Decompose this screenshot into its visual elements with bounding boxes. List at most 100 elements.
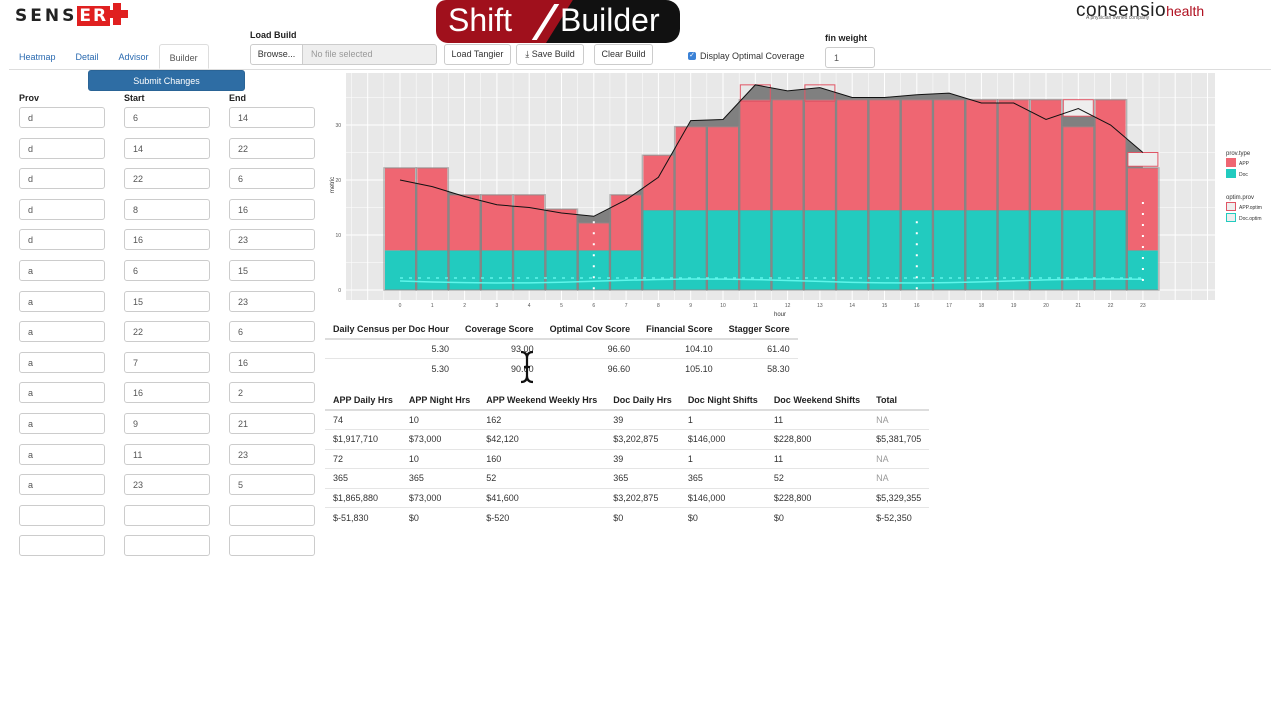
prov-input[interactable]: d [19, 137, 105, 159]
end-input[interactable]: 15 [229, 260, 315, 281]
tab-divider [9, 69, 1271, 70]
tab-heatmap[interactable]: Heatmap [19, 52, 56, 62]
svg-text:19: 19 [1011, 303, 1017, 309]
end-input[interactable] [229, 504, 315, 526]
start-input[interactable]: 9 [124, 413, 210, 434]
start-input[interactable]: 16 [124, 229, 210, 251]
end-input[interactable]: 16 [229, 198, 315, 220]
prov-input[interactable]: a [19, 413, 105, 434]
prov-input[interactable]: d [19, 198, 105, 220]
start-input[interactable]: 7 [124, 351, 210, 373]
end-input[interactable]: 23 [229, 290, 315, 312]
table-cell: 104.10 [638, 338, 721, 359]
table-cell: $5,329,355 [868, 487, 930, 508]
table-cell: 365 [679, 468, 766, 488]
prov-input[interactable]: a [19, 443, 105, 465]
table-cell: $-52,350 [868, 507, 930, 527]
column-header: Optimal Cov Score [541, 320, 639, 340]
column-header: APP Weekend Weekly Hrs [478, 391, 606, 411]
svg-text:optim.prov: optim.prov [1226, 195, 1254, 201]
display-optimal-checkbox[interactable]: ✓ [688, 52, 696, 60]
end-input[interactable]: 23 [229, 443, 315, 465]
table-cell: 10 [400, 448, 479, 469]
text-cursor-icon [520, 350, 534, 384]
save-build-button[interactable]: ⤓ Save Build [516, 44, 584, 65]
tab-detail[interactable]: Detail [75, 52, 99, 62]
svg-text:20: 20 [335, 178, 341, 184]
end-header: End [229, 93, 246, 103]
start-input[interactable]: 15 [124, 290, 210, 312]
table-cell: 96.60 [541, 338, 639, 359]
end-input[interactable] [229, 535, 315, 557]
table-cell: $0 [400, 507, 479, 527]
table-cell: $41,600 [478, 487, 606, 508]
start-input[interactable]: 23 [124, 474, 210, 496]
table-cell: $1,865,880 [325, 487, 401, 508]
svg-text:30: 30 [335, 123, 341, 129]
clear-build-button[interactable]: Clear Build [594, 44, 653, 65]
svg-text:APP: APP [1239, 161, 1250, 167]
svg-text:0: 0 [399, 303, 402, 309]
table-cell: $-51,830 [325, 507, 401, 527]
start-input[interactable]: 11 [124, 443, 210, 465]
svg-text:22: 22 [1108, 303, 1114, 309]
prov-input[interactable]: a [19, 290, 105, 312]
end-input[interactable]: 6 [229, 321, 315, 343]
end-input[interactable]: 21 [229, 413, 315, 434]
start-input[interactable]: 22 [124, 168, 210, 190]
start-input[interactable] [124, 535, 210, 557]
file-name-field[interactable]: No file selected [303, 44, 437, 65]
end-input[interactable]: 23 [229, 229, 315, 251]
end-input[interactable]: 14 [229, 107, 315, 128]
load-tangier-button[interactable]: Load Tangier [444, 44, 511, 65]
svg-text:hour: hour [774, 312, 786, 318]
table-cell: $228,800 [765, 487, 869, 508]
table-cell: 90.60 [457, 358, 542, 378]
table-cell: 39 [605, 409, 680, 430]
file-input[interactable]: Browse... No file selected [250, 44, 437, 65]
prov-input[interactable]: d [19, 229, 105, 251]
end-input[interactable]: 22 [229, 137, 315, 159]
table-cell: NA [868, 409, 930, 430]
column-header: Daily Census per Doc Hour [325, 320, 458, 340]
cost-row: $-51,830 $0 $-520 $0 $0 $0 $-52,350 [325, 507, 930, 527]
table-cell: 58.30 [720, 358, 798, 378]
end-input[interactable]: 5 [229, 474, 315, 496]
prov-input[interactable]: a [19, 260, 105, 281]
consensio-tagline: A physician owned company [1086, 15, 1150, 21]
svg-text:15: 15 [882, 303, 888, 309]
table-cell: 72 [325, 448, 401, 469]
tab-advisor[interactable]: Advisor [118, 52, 149, 62]
prov-input[interactable] [19, 535, 105, 557]
column-header: Doc Night Shifts [679, 391, 766, 411]
tab-builder[interactable]: Builder [158, 44, 209, 69]
start-input[interactable]: 16 [124, 382, 210, 404]
start-input[interactable]: 6 [124, 260, 210, 281]
table-cell: $228,800 [765, 429, 869, 449]
table-cell: 96.60 [541, 358, 639, 378]
svg-text:Doc: Doc [1239, 172, 1248, 178]
prov-input[interactable]: d [19, 168, 105, 190]
prov-input[interactable] [19, 504, 105, 526]
prov-input[interactable]: a [19, 321, 105, 343]
table-cell: 160 [478, 448, 606, 469]
start-input[interactable]: 14 [124, 137, 210, 159]
end-input[interactable]: 16 [229, 351, 315, 373]
start-input[interactable]: 6 [124, 107, 210, 128]
submit-changes-button[interactable]: Submit Changes [88, 70, 245, 91]
prov-input[interactable]: a [19, 382, 105, 404]
start-input[interactable]: 8 [124, 198, 210, 220]
start-input[interactable]: 22 [124, 321, 210, 343]
start-input[interactable] [124, 504, 210, 526]
prov-input[interactable]: a [19, 351, 105, 373]
fin-weight-input[interactable]: 1 [825, 47, 875, 68]
prov-input[interactable]: d [19, 107, 105, 128]
end-input[interactable]: 6 [229, 168, 315, 190]
prov-input[interactable]: a [19, 474, 105, 496]
column-header: APP Night Hrs [400, 391, 479, 411]
svg-text:12: 12 [785, 303, 791, 309]
browse-button[interactable]: Browse... [250, 44, 303, 65]
end-input[interactable]: 2 [229, 382, 315, 404]
svg-text:6: 6 [592, 303, 595, 309]
